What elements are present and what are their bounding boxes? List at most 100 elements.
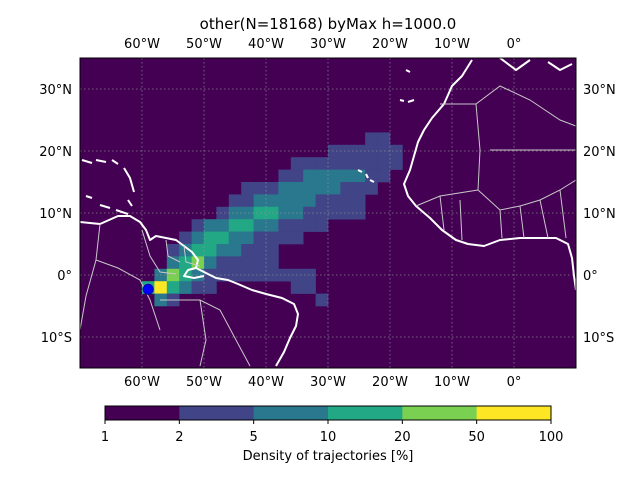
longitude-label: 50°W (186, 375, 222, 390)
density-cell (290, 219, 304, 232)
density-cell (328, 169, 341, 183)
colorbar-segment (105, 406, 180, 420)
latitude-label: 20°N (583, 145, 616, 160)
density-cell (253, 182, 267, 195)
density-cell (266, 182, 279, 195)
colorbar-label: Density of trajectories [%] (243, 449, 414, 464)
africa-coast (403, 59, 576, 291)
latitude-labels-left: 30°N 20°N 10°N 0° 10°S (39, 83, 72, 346)
density-cell (303, 219, 316, 232)
colorbar-segments (105, 406, 552, 420)
density-cell (290, 157, 304, 170)
density-cell (278, 169, 292, 183)
colorbar-segment (179, 406, 254, 420)
density-cell (365, 144, 378, 158)
latitude-label: 0° (583, 269, 598, 284)
density-cell (352, 206, 366, 220)
density-cell (241, 194, 254, 208)
coastlines (80, 58, 576, 367)
longitude-label: 0° (507, 37, 522, 52)
density-cell (352, 194, 366, 208)
amazon-mouth (183, 267, 205, 279)
density-cell (179, 281, 192, 294)
density-cell (365, 157, 378, 170)
density-cell (290, 182, 304, 195)
density-cell (303, 281, 316, 294)
density-cell (216, 256, 230, 270)
density-cell (204, 256, 217, 270)
density-cell (179, 256, 192, 270)
density-cell (253, 244, 267, 257)
colorbar-tick-label: 5 (250, 430, 258, 445)
africa-borders (415, 85, 576, 241)
caribbean-islands (81, 159, 135, 215)
density-cell (390, 157, 403, 170)
longitude-label: 30°W (310, 375, 346, 390)
density-cell (154, 281, 168, 294)
colorbar: 1 2 5 10 20 50 100 Density of trajectories [%] (101, 405, 564, 464)
density-cell (377, 132, 391, 146)
colorbar-tick-label: 10 (320, 430, 337, 445)
density-cell (253, 268, 267, 282)
europe-edge (499, 58, 573, 71)
density-cell (166, 256, 180, 270)
density-cell (290, 169, 304, 183)
density-cell (191, 244, 205, 257)
density-cell (266, 244, 279, 257)
density-cell (179, 244, 192, 257)
longitude-label: 0° (507, 375, 522, 390)
density-cell (315, 194, 329, 208)
density-cell (278, 231, 292, 245)
density-heatmap (142, 132, 403, 307)
longitude-label: 10°W (434, 375, 470, 390)
density-cell (290, 194, 304, 208)
density-cell (253, 194, 267, 208)
density-cell (241, 231, 254, 245)
density-cell (191, 219, 205, 232)
density-cell (303, 206, 316, 220)
density-cell (253, 206, 267, 220)
density-cell (290, 281, 304, 294)
density-cell (179, 231, 192, 245)
density-cell (315, 169, 329, 183)
density-cell (278, 182, 292, 195)
canary-islands (399, 69, 415, 103)
density-cell (328, 194, 341, 208)
colorbar-tick-label: 100 (539, 430, 564, 445)
density-cell (328, 206, 341, 220)
density-cell (315, 219, 329, 232)
colorbar-tick-label: 20 (394, 430, 411, 445)
density-cell (303, 268, 316, 282)
density-cell (228, 231, 242, 245)
density-cell (204, 281, 217, 294)
density-cell (278, 194, 292, 208)
colorbar-tick-label: 50 (468, 430, 485, 445)
latitude-label: 10°N (39, 207, 72, 222)
density-cell (340, 194, 354, 208)
density-cell (241, 256, 254, 270)
density-cell (377, 157, 391, 170)
latitude-label: 0° (57, 269, 72, 284)
density-cell (340, 182, 354, 195)
density-cell (241, 219, 254, 232)
density-cell (303, 194, 316, 208)
density-cell (191, 281, 205, 294)
density-cell (241, 268, 254, 282)
graticule (80, 58, 576, 368)
density-cell (340, 157, 354, 170)
density-cell (204, 244, 217, 257)
map-panel (79, 57, 577, 369)
colorbar-segment (476, 406, 552, 420)
density-cell (340, 169, 354, 183)
source-location-marker (142, 283, 154, 295)
density-cell (166, 281, 180, 294)
density-cell (241, 206, 254, 220)
density-cell (315, 157, 329, 170)
colorbar-segment (253, 406, 329, 420)
density-cell (377, 144, 391, 158)
longitude-label: 20°W (372, 375, 408, 390)
longitude-labels-bottom: 60°W 50°W 40°W 30°W 20°W 10°W 0° (124, 375, 521, 390)
density-cell (315, 182, 329, 195)
colorbar-tick-label: 2 (175, 430, 183, 445)
